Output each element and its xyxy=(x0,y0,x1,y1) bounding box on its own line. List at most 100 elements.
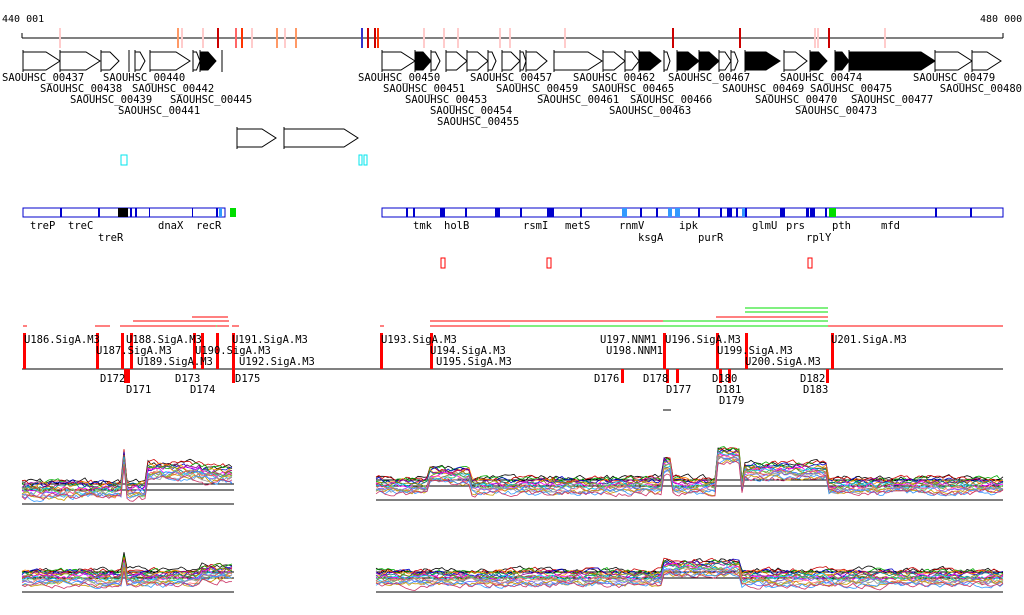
tss-mark xyxy=(358,154,363,166)
gene-symbol-label: treR xyxy=(98,232,124,244)
gene-arrow xyxy=(134,51,146,71)
gene-arrow xyxy=(971,51,1002,71)
annotation-marker-down xyxy=(621,369,624,383)
gene-arrow xyxy=(283,128,359,148)
gene-label: SAOUHSC_00451 xyxy=(383,83,465,95)
gene-arrow xyxy=(624,51,640,71)
coverage-plot-series xyxy=(375,570,1004,588)
operon-segment xyxy=(495,208,500,217)
expression-plot-series xyxy=(375,449,1004,489)
coverage-plot-series xyxy=(21,566,233,588)
gene-label: SAOUHSC_00466 xyxy=(630,94,712,106)
annotation-marker-up xyxy=(232,333,235,369)
annotation-label: D183 xyxy=(803,384,828,396)
annotation-label: U199.SigA.M3 xyxy=(717,345,793,357)
gene-label: SAOUHSC_00461 xyxy=(537,94,619,106)
gene-arrow xyxy=(834,51,850,71)
coverage-plot-series xyxy=(375,561,1004,580)
gene-arrow xyxy=(501,51,521,71)
gene-arrow xyxy=(236,128,277,148)
coverage-plot-series xyxy=(375,571,1004,591)
gene-label: SAOUHSC_00465 xyxy=(592,83,674,95)
ruler-start-label: 440 001 xyxy=(2,14,45,25)
operon-segment xyxy=(720,208,722,217)
gene-arrow xyxy=(100,51,120,71)
gene-label: SAOUHSC_00454 xyxy=(430,105,512,117)
operon-segment xyxy=(135,208,137,217)
coverage-plot-series xyxy=(21,559,233,579)
gene-arrow xyxy=(466,51,489,71)
annotation-label: D172 xyxy=(100,373,125,385)
annotation-label: U191.SigA.M3 xyxy=(232,334,308,346)
gene-symbol-label: metS xyxy=(565,220,590,232)
gene-label: SAOUHSC_00440 xyxy=(103,72,185,84)
gene-arrow xyxy=(730,51,739,71)
gene-label: SAOUHSC_00455 xyxy=(437,116,519,128)
operon-segment xyxy=(192,208,193,217)
annotation-label: U186.SigA.M3 xyxy=(24,334,100,346)
annotation-label: D178 xyxy=(643,373,668,385)
annotation-label: D175 xyxy=(235,373,260,385)
gene-symbol-label: tmk xyxy=(413,220,433,232)
gene-symbol-label: rsmI xyxy=(523,220,548,232)
gene-label: SAOUHSC_00475 xyxy=(810,83,892,95)
gene-label: SAOUHSC_00469 xyxy=(722,83,804,95)
gene-label: SAOUHSC_00439 xyxy=(70,94,152,106)
gene-symbol-label: prs xyxy=(786,220,805,232)
annotation-label: U194.SigA.M3 xyxy=(430,345,506,357)
gene-symbol-label: recR xyxy=(196,220,222,232)
gene-label: SAOUHSC_00441 xyxy=(118,105,200,117)
gene-arrow xyxy=(519,51,527,71)
annotation-marker-down xyxy=(826,369,829,383)
gene-label: SAOUHSC_00477 xyxy=(851,94,933,106)
operon-segment xyxy=(742,208,746,217)
gene-label: SAOUHSC_00450 xyxy=(358,72,440,84)
terminator-mark xyxy=(440,257,446,269)
gene-symbol-label: rnmV xyxy=(619,220,645,232)
gene-label: SAOUHSC_00442 xyxy=(132,83,214,95)
annotation-label: D176 xyxy=(594,373,619,385)
gene-arrow xyxy=(430,51,441,71)
annotation-marker-down xyxy=(719,369,722,383)
operon-segment xyxy=(727,208,732,217)
gene-label: SAOUHSC_00479 xyxy=(913,72,995,84)
gene-symbol-label: mfd xyxy=(881,220,900,232)
annotation-label: U195.SigA.M3 xyxy=(436,356,512,368)
tss-mark xyxy=(120,154,128,166)
gene-arrow xyxy=(199,51,217,71)
annotation-label: D182 xyxy=(800,373,825,385)
gene-arrow xyxy=(487,51,497,71)
annotation-marker-up xyxy=(430,333,433,369)
operon-segment xyxy=(970,208,972,217)
operon-segment xyxy=(580,208,582,217)
gene-arrow xyxy=(22,51,61,71)
gene-arrow xyxy=(676,51,700,71)
annotation-marker-down xyxy=(124,369,127,383)
operon-bar xyxy=(381,207,1004,218)
annotation-label: D179 xyxy=(719,395,744,407)
annotation-marker-up xyxy=(96,333,99,369)
gene-symbol-label: dnaX xyxy=(158,220,184,232)
gene-arrow xyxy=(445,51,468,71)
annotation-marker-up xyxy=(23,333,26,369)
annotation-label: U193.SigA.M3 xyxy=(381,334,457,346)
operon-segment xyxy=(780,208,785,217)
gene-label: SAOUHSC_00470 xyxy=(755,94,837,106)
annotation-label: D174 xyxy=(190,384,215,396)
gene-label: SAOUHSC_00453 xyxy=(405,94,487,106)
annotation-label: U198.NNM1 xyxy=(606,345,663,357)
annotation-label: D181 xyxy=(716,384,741,396)
gene-arrow xyxy=(638,51,662,71)
operon-segment xyxy=(216,208,218,217)
annotation-label: U192.SigA.M3 xyxy=(239,356,315,368)
gene-label: SAOUHSC_00445 xyxy=(170,94,252,106)
terminator-mark xyxy=(546,257,552,269)
annotation-label: U190.SigA.M3 xyxy=(195,345,271,357)
annotation-marker-up xyxy=(193,333,196,369)
operon-segment xyxy=(656,208,658,217)
ruler-end-label: 480 000 xyxy=(980,14,1023,25)
operon-segment xyxy=(547,208,554,217)
operon-segment xyxy=(413,208,415,217)
gene-arrow xyxy=(149,51,191,71)
